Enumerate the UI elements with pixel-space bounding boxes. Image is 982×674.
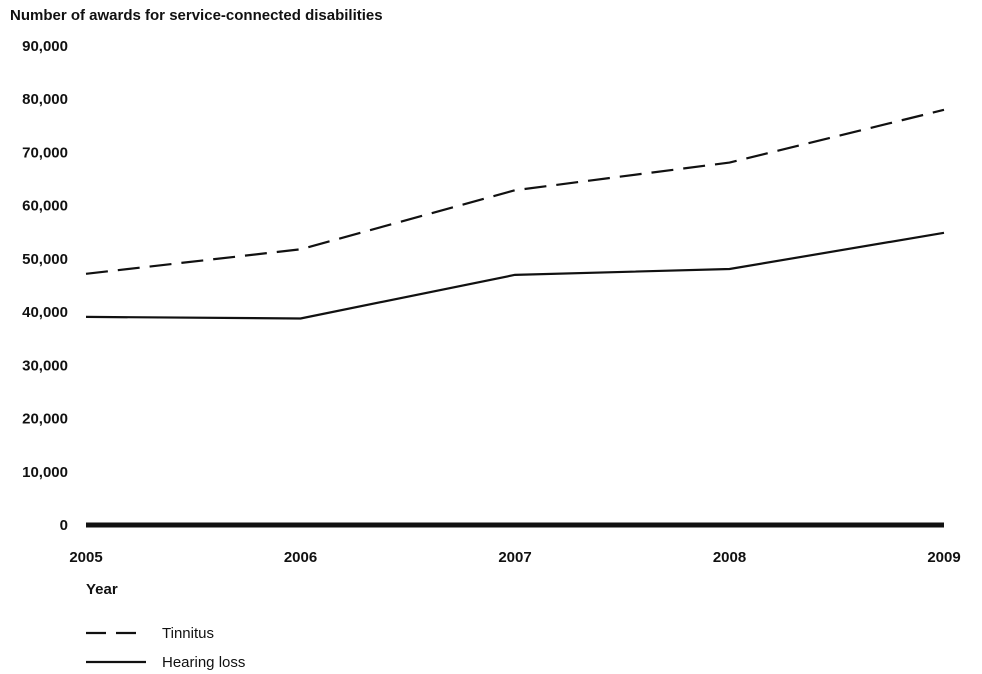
y-axis-title: Number of awards for service-connected d… [10,7,383,24]
legend-label: Hearing loss [162,654,245,671]
y-tick-label: 50,000 [22,251,68,268]
y-tick-label: 60,000 [22,198,68,215]
y-tick-label: 90,000 [22,38,68,55]
x-tick-label: 2008 [713,549,746,566]
y-tick-label: 10,000 [22,464,68,481]
x-tick-label: 2006 [284,549,317,566]
series-lines [85,108,945,320]
y-tick-label: 0 [60,517,68,534]
x-axis-ticks: 2005 2006 2007 2008 2009 [69,549,960,566]
y-tick-label: 30,000 [22,357,68,374]
y-axis-ticks: 0 10,000 20,000 30,000 40,000 50,000 60,000 70,… [22,38,68,534]
series-line-tinnitus [85,108,945,275]
series-line-hearing-loss [85,231,945,320]
x-tick-label: 2009 [927,549,960,566]
legend-label: Tinnitus [162,625,214,642]
y-tick-label: 20,000 [22,411,68,428]
legend: Tinnitus Hearing loss [86,625,245,671]
y-tick-label: 40,000 [22,304,68,321]
x-tick-label: 2005 [69,549,102,566]
y-tick-label: 80,000 [22,91,68,108]
x-tick-label: 2007 [498,549,531,566]
y-tick-label: 70,000 [22,144,68,161]
x-axis-title: Year [86,581,118,598]
